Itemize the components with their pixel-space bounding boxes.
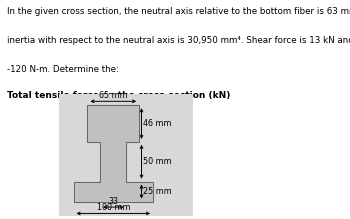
Text: In the given cross section, the neutral axis relative to the bottom fiber is 63 : In the given cross section, the neutral … (7, 7, 350, 16)
Text: 65 mm: 65 mm (99, 91, 128, 100)
Text: 46 mm: 46 mm (143, 119, 171, 128)
Polygon shape (74, 105, 153, 201)
Text: inertia with respect to the neutral axis is 30,950 mm⁴. Shear force is 13 kN and: inertia with respect to the neutral axis… (7, 36, 350, 45)
Text: 33: 33 (108, 197, 118, 206)
Text: -120 N-m. Determine the:: -120 N-m. Determine the: (7, 65, 119, 74)
Text: 100 mm: 100 mm (97, 203, 130, 212)
Text: 25 mm: 25 mm (143, 187, 172, 196)
Text: Total tensile force on the cross-section (kN): Total tensile force on the cross-section… (7, 91, 230, 100)
Text: 50 mm: 50 mm (143, 157, 172, 166)
